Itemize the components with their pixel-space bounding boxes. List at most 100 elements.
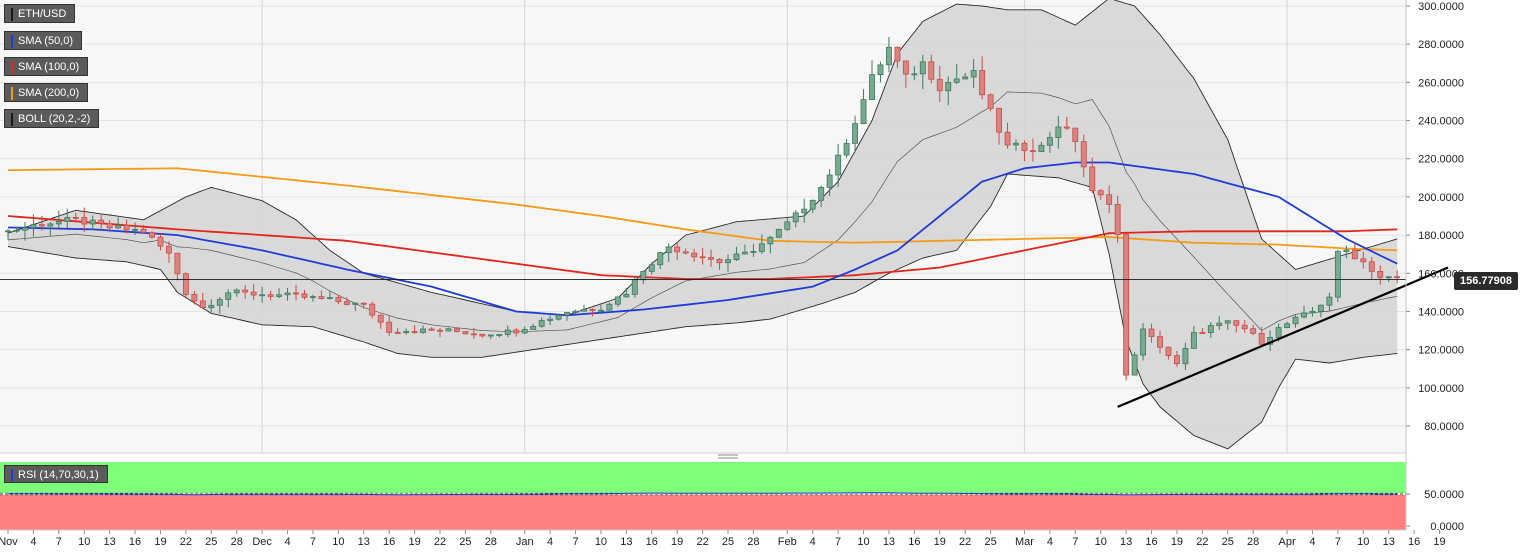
candle	[233, 288, 240, 297]
candle	[1301, 305, 1307, 319]
candle	[1140, 323, 1147, 361]
y-tick-label: 140.0000	[1418, 306, 1464, 318]
candle-body	[1275, 327, 1282, 338]
candle	[1182, 342, 1189, 370]
candle	[411, 325, 418, 334]
candle	[996, 107, 1002, 145]
candle	[1284, 321, 1291, 329]
legend-label: SMA (100,0)	[18, 61, 80, 73]
candle	[801, 198, 808, 223]
legend-ethusd[interactable]: ETH/USD	[4, 4, 76, 23]
candle	[843, 138, 850, 158]
x-tick-label: 19	[934, 536, 946, 548]
axes: 300.0000280.0000260.0000240.0000220.0000…	[0, 1, 1464, 548]
candle-body	[437, 329, 443, 332]
candle	[343, 297, 350, 306]
candle-body	[1241, 324, 1248, 330]
candle-body	[1360, 258, 1367, 263]
candle	[953, 64, 960, 84]
x-tick-label: 19	[154, 536, 166, 548]
candle-body	[699, 256, 706, 259]
x-tick-label: Apr	[1278, 536, 1295, 548]
candle-body	[174, 252, 181, 275]
x-tick-label: 10	[1357, 536, 1369, 548]
candle-body	[284, 292, 291, 296]
candle	[394, 328, 401, 335]
candle	[1241, 319, 1248, 333]
legend-sma100[interactable]: SMA (100,0)	[4, 57, 89, 76]
candle-body	[250, 291, 257, 296]
legend-rsi[interactable]: RSI (14,70,30,1)	[4, 465, 108, 483]
candle-body	[191, 294, 198, 302]
candle	[55, 210, 62, 229]
candle	[1326, 292, 1333, 312]
candle-body	[970, 70, 977, 78]
x-tick-label: 10	[595, 536, 607, 548]
candle-body	[199, 300, 206, 309]
legend-swatch	[11, 86, 13, 100]
candle-body	[784, 221, 791, 230]
candle	[157, 233, 164, 251]
candle	[1174, 350, 1180, 367]
x-tick-label: 28	[1247, 536, 1259, 548]
legend-label: BOLL (20,2,-2)	[18, 113, 91, 125]
candle-body	[555, 314, 562, 320]
candle-body	[403, 331, 410, 333]
x-tick-label: 25	[984, 536, 996, 548]
candle	[699, 247, 706, 265]
candle-body	[979, 70, 986, 96]
candle	[911, 66, 918, 81]
x-tick-label: 16	[129, 536, 141, 548]
candle	[149, 231, 155, 239]
support-trendline[interactable]	[1117, 266, 1449, 408]
candle	[521, 326, 528, 335]
candle-body	[293, 292, 299, 295]
legend-boll[interactable]: BOLL (20,2,-2)	[4, 109, 100, 128]
candle-body	[470, 333, 477, 336]
candle	[869, 60, 875, 101]
candle-body	[157, 236, 164, 247]
y-tick-label: 280.0000	[1418, 39, 1464, 51]
rsi-overbought-zone	[0, 462, 1406, 494]
rsi-y-tick-label: 50.0000	[1424, 489, 1464, 501]
legend-swatch	[11, 7, 13, 21]
candle-body	[360, 302, 367, 305]
rsi-pane	[0, 462, 1406, 530]
candle-body	[1080, 141, 1087, 168]
candle-body	[1021, 142, 1028, 152]
candle-body	[742, 251, 748, 255]
candle	[1394, 270, 1401, 284]
candle	[1343, 245, 1350, 259]
candle	[301, 289, 308, 300]
candle	[89, 215, 96, 230]
candle	[81, 207, 88, 233]
x-tick-label: 7	[310, 536, 316, 548]
legend-sma200[interactable]: SMA (200,0)	[4, 83, 89, 102]
legend-swatch	[11, 112, 13, 126]
candle	[691, 248, 698, 262]
candle-body	[309, 296, 316, 298]
pane-resize-handle[interactable]	[718, 454, 738, 459]
legend-sma50[interactable]: SMA (50,0)	[4, 31, 83, 50]
x-tick-label: 7	[835, 536, 841, 548]
candle-body	[123, 225, 130, 231]
candle	[1334, 249, 1341, 303]
candle-body	[1368, 261, 1375, 272]
candle-body	[682, 251, 689, 254]
candle-body	[352, 302, 359, 305]
candle-body	[377, 314, 384, 323]
candle-body	[1106, 194, 1113, 205]
candle-body	[1199, 332, 1206, 334]
y-tick-label: 220.0000	[1418, 154, 1464, 166]
candle-body	[420, 328, 426, 333]
candle-body	[1072, 127, 1079, 143]
x-tick-label: 19	[671, 536, 683, 548]
candle-body	[843, 142, 850, 156]
candle	[123, 219, 130, 234]
x-tick-label: 22	[696, 536, 708, 548]
candle-body	[38, 224, 45, 227]
x-tick-label: 13	[1383, 536, 1395, 548]
candle	[970, 58, 977, 89]
x-tick-label: 22	[434, 536, 446, 548]
